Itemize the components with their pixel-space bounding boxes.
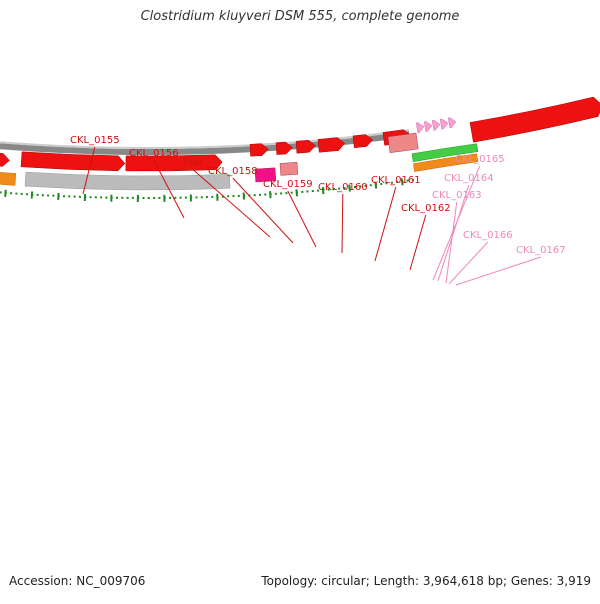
outer-tick-dot: [0, 191, 2, 193]
gene-label: hup: [183, 157, 202, 168]
accession-label: Accession:: [9, 574, 72, 588]
gene-label: CKL_0160: [318, 182, 368, 193]
outer-tick-dot: [26, 193, 28, 195]
outer-tick-dot: [42, 194, 44, 196]
gene-label: CKL_0156: [129, 148, 179, 159]
outer-tick-dot: [185, 197, 187, 199]
outer-tick-dot: [121, 197, 123, 199]
outer-tick-dot: [158, 197, 160, 199]
accession-info: Accession: NC_009706: [9, 574, 145, 588]
small-gene-arrow: [440, 119, 448, 129]
outer-tick-dot: [275, 193, 277, 195]
outer-tick-dot: [74, 196, 76, 198]
outer-tick-dot: [238, 195, 240, 197]
outer-tick-dot: [201, 196, 203, 198]
gene-label: CKL_0163: [432, 190, 482, 201]
outer-tick-dot: [68, 195, 70, 197]
topology-label: Topology:: [261, 574, 317, 588]
outer-tick-dot: [100, 196, 102, 198]
outer-tick-dot: [280, 192, 282, 194]
outer-tick-dot: [148, 197, 150, 199]
outer-tick-dot: [63, 195, 65, 197]
outer-tick-dot: [90, 196, 92, 198]
outer-tick-dot: [174, 197, 176, 199]
outer-tick-dot: [132, 197, 134, 199]
topology-value: circular: [321, 574, 365, 588]
outer-tick-dot: [37, 194, 39, 196]
gene-label: CKL_0162: [401, 203, 451, 214]
leader-line: [449, 242, 488, 284]
outer-tick-dot: [143, 197, 145, 199]
gene-label: CKL_0164: [444, 173, 494, 184]
genome-backbone: [0, 130, 409, 152]
outer-tick-dot: [312, 190, 314, 192]
outer-tick-dot: [169, 197, 171, 199]
outer-tick-dot: [285, 192, 287, 194]
leader-line: [288, 191, 316, 247]
outer-tick-dot: [259, 194, 261, 196]
map-title: Clostridium kluyveri DSM 555, complete g…: [0, 9, 600, 24]
small-gene-arrow: [432, 120, 440, 130]
outer-tick-dot: [79, 196, 81, 198]
leader-line: [342, 194, 343, 253]
gene-label: CKL_0159: [263, 179, 313, 190]
outer-tick-dot: [47, 194, 49, 196]
small-gene-arrow: [424, 122, 432, 132]
gene-label: CKL_0158: [208, 166, 258, 177]
outer-tick-dot: [254, 194, 256, 196]
small-gene-arrow: [416, 123, 424, 133]
orange-track-left: [0, 172, 16, 186]
leader-line: [456, 257, 541, 285]
outer-tick-dot: [95, 196, 97, 198]
outer-tick-dot: [153, 197, 155, 199]
outer-tick-dot: [264, 194, 266, 196]
outer-tick-dot: [211, 196, 213, 198]
leader-line: [410, 215, 426, 270]
outer-tick-dot: [15, 193, 17, 195]
outer-tick-dot: [301, 191, 303, 193]
gene-arrow: [470, 97, 600, 142]
gene-label: CKL_0166: [463, 230, 513, 241]
gene-label: CKL_0155: [70, 135, 120, 146]
genes-label: Genes:: [511, 574, 553, 588]
outer-tick-dot: [105, 197, 107, 199]
outer-tick-dot: [307, 191, 309, 193]
accession-value: NC_009706: [76, 574, 145, 588]
outer-tick-dot: [10, 192, 12, 194]
outer-tick-dot: [227, 195, 229, 197]
outer-tick-dot: [196, 196, 198, 198]
outer-tick-dot: [180, 197, 182, 199]
genome-summary: Topology: circular; Length: 3,964,618 bp…: [261, 574, 591, 588]
gene-arrow: [0, 153, 10, 166]
small-gene-arrow: [448, 118, 456, 128]
gene-block-0158: [280, 162, 298, 175]
outer-major-tick: [5, 190, 6, 197]
leader-line: [375, 187, 396, 261]
outer-tick-dot: [206, 196, 208, 198]
outer-tick-dot: [52, 195, 54, 197]
length-value: 3,964,618 bp: [423, 574, 503, 588]
outer-tick-dot: [233, 195, 235, 197]
outer-tick-dot: [291, 192, 293, 194]
outer-tick-dot: [21, 193, 23, 195]
outer-tick-dot: [116, 197, 118, 199]
gene-label: CKL_0165: [455, 154, 505, 165]
outer-major-tick: [296, 189, 297, 196]
leader-line: [446, 202, 457, 283]
genes-value: 3,919: [557, 574, 591, 588]
gene-label: CKL_0167: [516, 245, 566, 256]
length-label: Length:: [374, 574, 419, 588]
gene-label: CKL_0161: [371, 175, 421, 186]
outer-tick-dot: [127, 197, 129, 199]
